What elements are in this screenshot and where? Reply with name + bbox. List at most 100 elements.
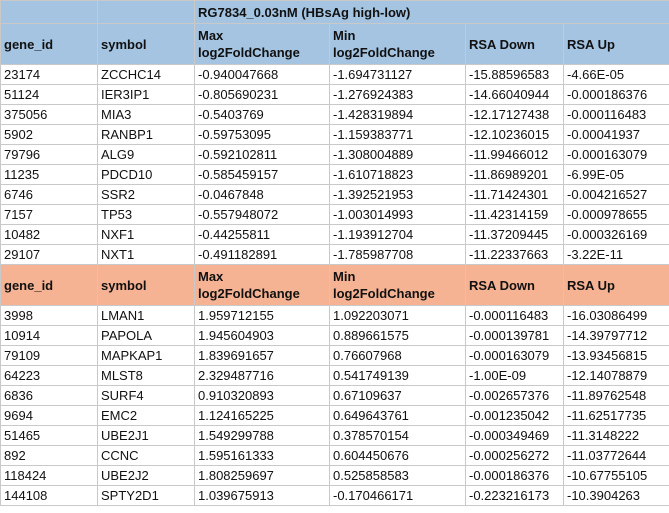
header-max-log2fc[interactable]: Max log2FoldChange: [194, 23, 330, 65]
cell-gene-id[interactable]: 144108: [0, 485, 98, 506]
cell-max[interactable]: -0.805690231: [194, 84, 330, 105]
header-gene-id[interactable]: gene_id: [0, 23, 98, 65]
cell-rsa-up[interactable]: -4.66E-05: [563, 64, 669, 85]
cell-symbol[interactable]: SURF4: [97, 385, 195, 406]
cell-gene-id[interactable]: 6836: [0, 385, 98, 406]
cell-max[interactable]: -0.491182891: [194, 244, 330, 265]
cell-rsa-up[interactable]: -0.000186376: [563, 84, 669, 105]
cell-max[interactable]: 1.959712155: [194, 305, 330, 326]
cell-rsa-down[interactable]: -0.000256272: [465, 445, 564, 466]
cell-max[interactable]: 0.910320893: [194, 385, 330, 406]
cell-max[interactable]: -0.557948072: [194, 204, 330, 225]
cell-min[interactable]: -1.159383771: [329, 124, 466, 145]
cell-symbol[interactable]: EMC2: [97, 405, 195, 426]
cell-rsa-down[interactable]: -0.000139781: [465, 325, 564, 346]
cell-symbol[interactable]: ALG9: [97, 144, 195, 165]
cell-rsa-down[interactable]: -11.37209445: [465, 224, 564, 245]
header-symbol[interactable]: symbol: [97, 264, 195, 306]
cell-gene-id[interactable]: 10914: [0, 325, 98, 346]
cell-rsa-down[interactable]: -0.000186376: [465, 465, 564, 486]
cell-gene-id[interactable]: 118424: [0, 465, 98, 486]
cell-gene-id[interactable]: 11235: [0, 164, 98, 185]
cell-max[interactable]: 2.329487716: [194, 365, 330, 386]
cell-rsa-down[interactable]: -14.66040944: [465, 84, 564, 105]
cell-rsa-down[interactable]: -0.223216173: [465, 485, 564, 506]
cell-rsa-up[interactable]: -3.22E-11: [563, 244, 669, 265]
cell-min[interactable]: -1.610718823: [329, 164, 466, 185]
cell-rsa-down[interactable]: -11.99466012: [465, 144, 564, 165]
header-rsa-down[interactable]: RSA Down: [465, 264, 564, 306]
cell-rsa-up[interactable]: -11.03772644: [563, 445, 669, 466]
cell-rsa-up[interactable]: -11.89762548: [563, 385, 669, 406]
cell-gene-id[interactable]: 3998: [0, 305, 98, 326]
cell-max[interactable]: 1.595161333: [194, 445, 330, 466]
header-rsa-up[interactable]: RSA Up: [563, 23, 669, 65]
cell-rsa-up[interactable]: -12.14078879: [563, 365, 669, 386]
cell-gene-id[interactable]: 79796: [0, 144, 98, 165]
cell-max[interactable]: -0.5403769: [194, 104, 330, 125]
cell-max[interactable]: 1.039675913: [194, 485, 330, 506]
header-min-log2fc[interactable]: Min log2FoldChange: [329, 264, 466, 306]
cell-max[interactable]: 1.945604903: [194, 325, 330, 346]
cell-rsa-up[interactable]: -13.93456815: [563, 345, 669, 366]
cell-rsa-down[interactable]: -0.001235042: [465, 405, 564, 426]
cell-gene-id[interactable]: 9694: [0, 405, 98, 426]
cell-max[interactable]: -0.592102811: [194, 144, 330, 165]
cell-min[interactable]: -0.170466171: [329, 485, 466, 506]
cell-symbol[interactable]: RANBP1: [97, 124, 195, 145]
cell-max[interactable]: 1.124165225: [194, 405, 330, 426]
cell-gene-id[interactable]: 892: [0, 445, 98, 466]
cell-rsa-up[interactable]: -10.3904263: [563, 485, 669, 506]
cell-gene-id[interactable]: 6746: [0, 184, 98, 205]
cell-min[interactable]: 0.649643761: [329, 405, 466, 426]
header-max-log2fc[interactable]: Max log2FoldChange: [194, 264, 330, 306]
cell-symbol[interactable]: LMAN1: [97, 305, 195, 326]
cell-min[interactable]: 0.541749139: [329, 365, 466, 386]
cell-rsa-up[interactable]: -0.004216527: [563, 184, 669, 205]
header-symbol[interactable]: symbol: [97, 23, 195, 65]
cell-symbol[interactable]: ZCCHC14: [97, 64, 195, 85]
cell-rsa-down[interactable]: -12.10236015: [465, 124, 564, 145]
cell-rsa-up[interactable]: -6.99E-05: [563, 164, 669, 185]
cell-rsa-down[interactable]: -1.00E-09: [465, 365, 564, 386]
cell-min[interactable]: 0.525858583: [329, 465, 466, 486]
cell-max[interactable]: 1.808259697: [194, 465, 330, 486]
cell-min[interactable]: 0.67109637: [329, 385, 466, 406]
cell-symbol[interactable]: SSR2: [97, 184, 195, 205]
cell-max[interactable]: -0.0467848: [194, 184, 330, 205]
cell-min[interactable]: 0.889661575: [329, 325, 466, 346]
cell-rsa-down[interactable]: -0.000163079: [465, 345, 564, 366]
cell-gene-id[interactable]: 51124: [0, 84, 98, 105]
cell-max[interactable]: -0.585459157: [194, 164, 330, 185]
cell-symbol[interactable]: PAPOLA: [97, 325, 195, 346]
cell-rsa-down[interactable]: -11.42314159: [465, 204, 564, 225]
title-cell[interactable]: RG7834_0.03nM (HBsAg high-low): [194, 0, 669, 24]
cell-gene-id[interactable]: 10482: [0, 224, 98, 245]
cell-rsa-up[interactable]: -11.62517735: [563, 405, 669, 426]
cell-symbol[interactable]: IER3IP1: [97, 84, 195, 105]
cell-symbol[interactable]: MAPKAP1: [97, 345, 195, 366]
cell-max[interactable]: 1.839691657: [194, 345, 330, 366]
header-min-log2fc[interactable]: Min log2FoldChange: [329, 23, 466, 65]
cell-symbol[interactable]: TP53: [97, 204, 195, 225]
cell-rsa-up[interactable]: -16.03086499: [563, 305, 669, 326]
cell-rsa-up[interactable]: -0.000978655: [563, 204, 669, 225]
cell-gene-id[interactable]: 7157: [0, 204, 98, 225]
cell-min[interactable]: 0.604450676: [329, 445, 466, 466]
cell-min[interactable]: 0.76607968: [329, 345, 466, 366]
cell-gene-id[interactable]: 23174: [0, 64, 98, 85]
cell-rsa-down[interactable]: -0.002657376: [465, 385, 564, 406]
cell-symbol[interactable]: SPTY2D1: [97, 485, 195, 506]
cell-gene-id[interactable]: 79109: [0, 345, 98, 366]
header-rsa-up[interactable]: RSA Up: [563, 264, 669, 306]
cell-gene-id[interactable]: 51465: [0, 425, 98, 446]
cell-rsa-up[interactable]: -0.000326169: [563, 224, 669, 245]
cell-rsa-up[interactable]: -10.67755105: [563, 465, 669, 486]
cell-gene-id[interactable]: 64223: [0, 365, 98, 386]
cell[interactable]: [97, 0, 195, 24]
cell-symbol[interactable]: UBE2J2: [97, 465, 195, 486]
cell-symbol[interactable]: MIA3: [97, 104, 195, 125]
cell-rsa-down[interactable]: -15.88596583: [465, 64, 564, 85]
cell-min[interactable]: -1.785987708: [329, 244, 466, 265]
cell-min[interactable]: -1.694731127: [329, 64, 466, 85]
